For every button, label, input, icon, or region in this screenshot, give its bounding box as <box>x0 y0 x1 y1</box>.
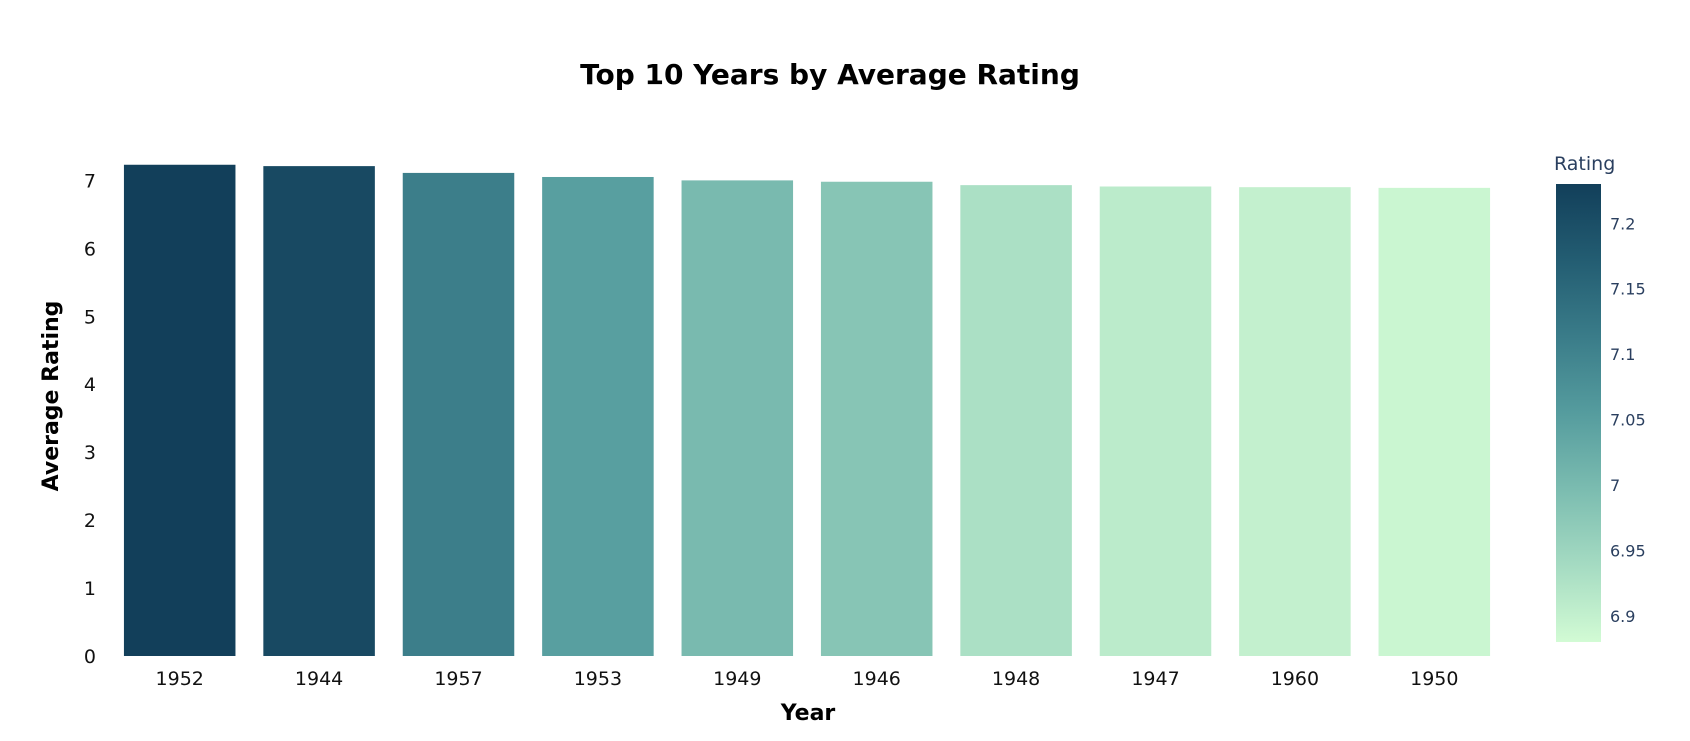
chart-title: Top 10 Years by Average Rating <box>580 58 1080 91</box>
colorbar-ticks: 7.2 7.15 7.1 7.05 7 6.95 6.9 <box>1610 214 1646 626</box>
y-tick-label: 2 <box>84 510 96 532</box>
x-tick-label: 1949 <box>713 668 761 690</box>
y-tick-label: 4 <box>84 374 96 396</box>
bar-1957 <box>402 172 515 656</box>
bar-1960 <box>1239 187 1351 656</box>
colorbar-tick-label: 6.95 <box>1610 541 1646 560</box>
x-tick-label: 1950 <box>1410 668 1458 690</box>
x-tick-label: 1948 <box>992 668 1040 690</box>
y-tick-label: 1 <box>84 578 96 600</box>
colorbar-tick-label: 6.9 <box>1610 607 1635 626</box>
bar-1952 <box>123 164 236 656</box>
bars <box>123 164 1491 657</box>
x-tick-label: 1947 <box>1131 668 1179 690</box>
x-tick-label: 1960 <box>1271 668 1319 690</box>
colorbar: Rating 7.2 7.15 7.1 7.05 7 6.95 6.9 <box>1554 153 1646 642</box>
y-tick-label: 5 <box>84 306 96 328</box>
colorbar-tick-label: 7.05 <box>1610 411 1646 430</box>
y-axis-title: Average Rating <box>39 301 64 492</box>
y-tick-label: 0 <box>84 646 96 668</box>
bar-1953 <box>542 176 654 656</box>
colorbar-title: Rating <box>1554 153 1615 175</box>
colorbar-tick-label: 7 <box>1610 476 1620 495</box>
bar-1949 <box>681 180 794 657</box>
bar-1950 <box>1378 187 1491 656</box>
x-axis-ticks: 1952 1944 1957 1953 1949 1946 1948 1947 1960 1950 <box>156 668 1459 690</box>
colorbar-gradient <box>1556 184 1601 642</box>
x-tick-label: 1946 <box>853 668 901 690</box>
colorbar-tick-label: 7.2 <box>1610 214 1635 233</box>
x-tick-label: 1944 <box>295 668 343 690</box>
y-tick-label: 7 <box>84 170 96 192</box>
y-axis-ticks: 0 1 2 3 4 5 6 7 <box>84 170 96 668</box>
x-tick-label: 1953 <box>574 668 622 690</box>
bar-1946 <box>820 181 933 656</box>
y-tick-label: 6 <box>84 238 96 260</box>
y-tick-label: 3 <box>84 442 96 464</box>
bar-1948 <box>960 185 1072 657</box>
x-axis-title: Year <box>780 701 836 726</box>
x-tick-label: 1952 <box>156 668 204 690</box>
bar-1944 <box>263 166 375 657</box>
bar-1947 <box>1099 186 1212 656</box>
x-tick-label: 1957 <box>434 668 482 690</box>
colorbar-tick-label: 7.1 <box>1610 345 1635 364</box>
colorbar-tick-label: 7.15 <box>1610 280 1646 299</box>
